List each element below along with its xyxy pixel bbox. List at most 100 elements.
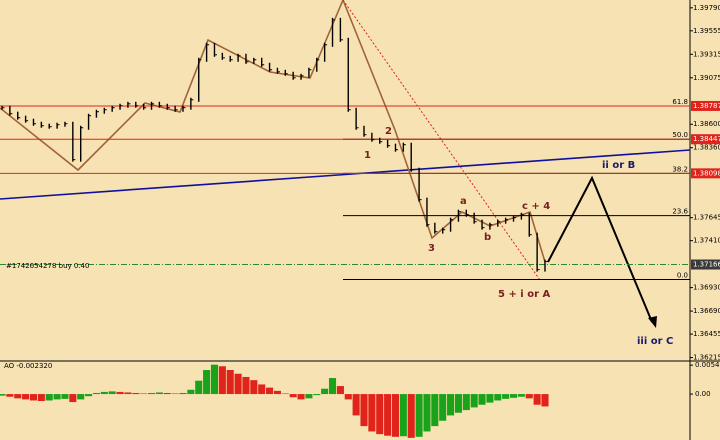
ao-bar	[470, 394, 478, 408]
ao-bar	[368, 394, 376, 432]
ao-bar	[336, 386, 344, 395]
annotation: 5 + i or A	[498, 289, 550, 300]
ao-bar	[439, 394, 447, 421]
price-tag	[691, 168, 720, 179]
y-tick-label: 0.00	[695, 390, 711, 398]
y-tick-label: 1.36690	[693, 307, 720, 315]
indicator-title: AO -0.002320	[4, 362, 52, 370]
fib-label: 50.0	[672, 131, 688, 139]
ao-bar	[108, 391, 116, 395]
ao-bar	[218, 366, 226, 395]
ao-bar	[163, 392, 171, 395]
ao-bar	[155, 392, 163, 395]
ao-bar	[0, 394, 6, 396]
ao-bar	[187, 389, 195, 395]
ao-bar	[179, 392, 187, 395]
ao-bar	[376, 394, 384, 435]
ao-bar	[45, 394, 53, 401]
ao-bar	[328, 378, 337, 395]
ao-bar	[234, 373, 242, 395]
ao-bar	[22, 394, 30, 400]
ao-bar	[250, 380, 258, 395]
ao-bar	[14, 394, 22, 399]
ao-bar	[407, 394, 415, 438]
order-label: #1742654278 buy 0.40	[6, 262, 89, 270]
price-tag	[691, 134, 720, 145]
annotation: 1	[364, 150, 371, 161]
ao-bar	[509, 394, 518, 398]
ao-bar	[454, 394, 462, 413]
ao-bar	[305, 394, 313, 399]
projection-arrow	[547, 175, 653, 323]
ao-bar	[6, 394, 14, 397]
ao-bar	[116, 391, 124, 395]
annotation: b	[484, 232, 491, 243]
price-tag-label: 1.38447	[693, 135, 720, 143]
ao-bar	[541, 394, 549, 407]
y-tick-label: 1.36215	[693, 354, 720, 362]
y-tick-label: 0.005406	[695, 361, 720, 369]
ao-bar	[344, 394, 352, 400]
ao-bar	[399, 394, 407, 437]
ao-bar	[132, 392, 140, 395]
annotation: c + 4	[522, 201, 550, 212]
ao-bar	[85, 394, 93, 397]
y-tick-label: 1.37410	[693, 237, 720, 245]
ao-bar	[360, 394, 368, 427]
ao-bar	[203, 370, 211, 395]
ao-bar	[258, 384, 266, 395]
ao-bar	[242, 376, 250, 395]
y-tick-label: 1.39790	[693, 4, 720, 12]
ao-bar	[171, 393, 179, 395]
y-tick-label: 1.38600	[693, 120, 720, 128]
ao-bar	[92, 392, 100, 395]
fib-label: 0.0	[677, 271, 688, 279]
annotation: a	[460, 196, 467, 207]
ao-bar	[431, 394, 439, 427]
annotation: 3	[428, 243, 435, 254]
ao-bar	[100, 391, 108, 395]
ao-bar	[502, 394, 510, 399]
ao-bar	[384, 394, 392, 436]
price-tag-label: 1.38098	[693, 169, 720, 177]
ao-bar	[77, 394, 85, 400]
ao-bar	[147, 392, 156, 395]
ao-bar	[517, 394, 525, 397]
ao-bar	[195, 380, 203, 395]
ao-bar	[210, 364, 219, 395]
ao-bar	[462, 394, 470, 411]
price-tag-label: 1.38787	[693, 102, 720, 110]
ao-bar	[533, 394, 541, 405]
ao-bar	[226, 370, 234, 395]
annotation: iii or C	[637, 336, 673, 347]
price-tag	[691, 100, 720, 111]
y-tick-label: 1.36455	[693, 330, 720, 338]
fib-label: 23.6	[672, 208, 688, 216]
trend-line	[0, 149, 691, 200]
y-tick-label: 1.36930	[693, 284, 720, 292]
arrow-head	[648, 316, 657, 328]
fib-label: 38.2	[672, 165, 688, 173]
fib-label: 61.8	[672, 98, 688, 106]
ao-bar	[140, 393, 148, 395]
ao-bar	[525, 394, 533, 399]
annotation: ii or B	[602, 160, 635, 171]
ao-bar	[69, 394, 77, 403]
price-tag	[691, 259, 720, 270]
y-tick-label: 1.39075	[693, 74, 720, 82]
ao-bar	[29, 394, 38, 401]
ao-bar	[423, 394, 431, 432]
ao-bar	[266, 387, 274, 395]
y-tick-label: 1.38360	[693, 144, 720, 152]
fib-base-line	[342, 0, 541, 281]
ao-bar	[61, 394, 69, 399]
ao-bar	[391, 394, 400, 437]
ao-bar	[281, 393, 289, 395]
ao-bar	[37, 394, 45, 401]
y-tick-label: 1.39555	[693, 27, 720, 35]
ao-bar	[124, 392, 132, 395]
ao-bar	[494, 394, 502, 401]
ao-bar	[352, 394, 360, 416]
ao-bar	[273, 390, 281, 395]
